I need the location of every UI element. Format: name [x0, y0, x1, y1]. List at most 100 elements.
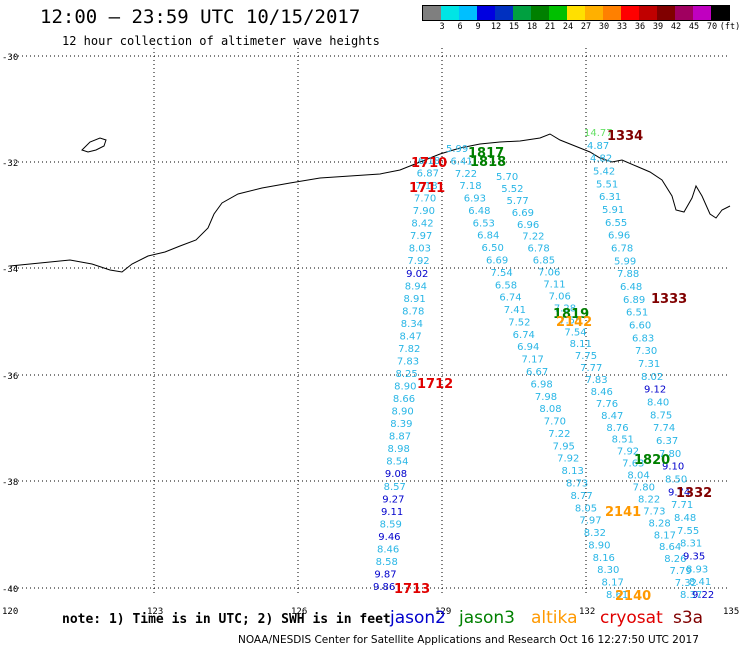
- satellite-legend-item: s3a: [673, 608, 704, 628]
- wave-height-label: 9.08: [385, 469, 407, 480]
- color-scale-labels: 3 6 9 12 15 18 21 24 27 30 33 36 39 42 45 70 (ft): [422, 22, 740, 34]
- wave-height-label: 6.37: [656, 436, 678, 447]
- wave-height-label: 14.77: [584, 128, 613, 139]
- wave-height-label: 8.61: [606, 590, 628, 601]
- wave-height-label: 6.31: [599, 192, 621, 203]
- wave-height-label: 8.78: [402, 306, 424, 317]
- wave-height-label: 8.57: [384, 482, 406, 493]
- color-scale-label: 39: [652, 22, 664, 32]
- wave-height-label: 7.74: [653, 423, 675, 434]
- pass-time-label: 1333: [651, 292, 687, 307]
- wave-height-label: 8.90: [392, 407, 414, 418]
- color-swatch: [495, 6, 513, 20]
- footer-credit: NOAA/NESDIS Center for Satellite Applica…: [238, 634, 699, 646]
- wave-height-label: 8.31: [680, 539, 702, 550]
- pass-time-label: 2142: [556, 315, 592, 330]
- wave-height-label: 8.50: [665, 475, 687, 486]
- wave-height-label: 9.35: [683, 552, 705, 563]
- wave-height-label: 6.98: [530, 379, 552, 390]
- wave-height-label: 8.39: [390, 419, 412, 430]
- wave-height-label: 9.74: [668, 487, 690, 498]
- wave-height-label: 7.70: [544, 417, 566, 428]
- y-tick-label: -34: [2, 265, 18, 275]
- color-swatch: [693, 6, 711, 20]
- wave-height-label: 8.04: [627, 471, 649, 482]
- wave-height-label: 8.91: [403, 294, 425, 305]
- wave-height-label: 8.30: [597, 565, 619, 576]
- y-tick-label: -38: [2, 478, 18, 488]
- wave-height-label: 9.87: [374, 569, 396, 580]
- wave-height-label: 6.53: [473, 218, 495, 229]
- color-scale-label: 30: [598, 22, 610, 32]
- wave-height-label: 7.31: [638, 359, 660, 370]
- wave-height-label: 7.63: [622, 459, 644, 470]
- wave-height-label: 8.40: [647, 398, 669, 409]
- wave-height-label: 8.32: [584, 528, 606, 539]
- color-swatch: [675, 6, 693, 20]
- color-scale-label: 18: [526, 22, 538, 32]
- wave-height-label: 8.93: [686, 564, 708, 575]
- wave-height-label: 6.48: [620, 282, 642, 293]
- satellite-legend-item: jason3: [459, 608, 515, 628]
- wave-height-label: 6.50: [482, 243, 504, 254]
- wave-height-label: 7.80: [659, 449, 681, 460]
- wave-height-label: 7.92: [557, 454, 579, 465]
- color-scale-label: 36: [634, 22, 646, 32]
- wave-height-label: 7.17: [522, 355, 544, 366]
- wave-height-label: 8.26: [664, 554, 686, 565]
- color-scale-label: 45: [688, 22, 700, 32]
- wave-height-label: 7.83: [585, 375, 607, 386]
- pass-time-label: 1712: [417, 377, 453, 392]
- satellite-legend-item: cryosat: [600, 608, 663, 628]
- y-tick-label: -32: [2, 159, 18, 169]
- wave-height-label: 8.54: [386, 457, 408, 468]
- color-scale-label: 9: [475, 22, 481, 32]
- wave-height-label: 6.83: [632, 333, 654, 344]
- wave-height-label: 5.77: [507, 196, 529, 207]
- wave-height-label: 7.97: [410, 231, 432, 242]
- x-tick-label: 123: [147, 607, 163, 617]
- wave-height-label: 8.46: [591, 387, 613, 398]
- wave-height-label: 6.89: [623, 295, 645, 306]
- color-swatch: [585, 6, 603, 20]
- pass-time-label: 1820: [634, 453, 670, 468]
- color-swatch: [477, 6, 495, 20]
- wave-height-label: 6.48: [468, 206, 490, 217]
- wave-height-label: 9.46: [378, 532, 400, 543]
- island-outline: [81, 137, 107, 153]
- map-subtitle: 12 hour collection of altimeter wave hei…: [62, 34, 380, 48]
- wave-height-label: 9.02: [406, 269, 428, 280]
- wave-height-label: 8.37: [680, 590, 702, 601]
- wave-height-label: 6.78: [528, 244, 550, 255]
- wave-height-label: 5.91: [602, 205, 624, 216]
- wave-height-label: 7.06: [538, 268, 560, 279]
- wave-height-label: 8.64: [659, 542, 681, 553]
- color-swatch: [639, 6, 657, 20]
- x-tick-label: 132: [579, 607, 595, 617]
- wave-height-label: 9.27: [382, 494, 404, 505]
- y-tick-label: -30: [2, 53, 18, 63]
- x-tick-label: 135: [723, 607, 739, 617]
- color-swatch: [423, 6, 441, 20]
- wave-height-label: 9.11: [381, 507, 403, 518]
- wave-height-label: 6.41: [450, 156, 472, 167]
- wave-height-label: 8.03: [409, 244, 431, 255]
- color-swatch: [549, 6, 567, 20]
- pass-time-label: 1818: [470, 155, 506, 170]
- pass-time-label: 1819: [553, 307, 589, 322]
- wave-height-label: 7.11: [543, 279, 565, 290]
- wave-height-label: 7.88: [617, 269, 639, 280]
- wave-height-label: 5.52: [501, 184, 523, 195]
- color-scale-label: (ft): [719, 22, 740, 32]
- wave-height-label: 7.92: [617, 447, 639, 458]
- pass-time-label: 2141: [605, 505, 641, 520]
- wave-height-label: 8.77: [570, 491, 592, 502]
- color-swatch: [621, 6, 639, 20]
- color-scale-label: 42: [670, 22, 682, 32]
- wave-height-label: 6.67: [526, 367, 548, 378]
- pass-time-label: 1711: [409, 181, 445, 196]
- wave-height-label: 6.96: [517, 220, 539, 231]
- wave-height-label: 8.16: [593, 553, 615, 564]
- wave-height-label: 8.51: [612, 435, 634, 446]
